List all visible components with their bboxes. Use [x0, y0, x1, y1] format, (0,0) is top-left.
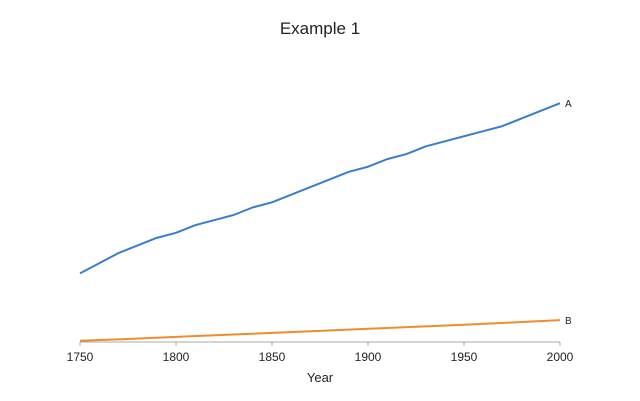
x-tick-label: 2000: [547, 350, 574, 364]
series-end-label-a: A: [565, 99, 572, 110]
series-end-label-b: B: [565, 316, 572, 327]
x-tick-label: 1800: [163, 350, 190, 364]
x-tick-label: 1750: [67, 350, 94, 364]
x-tick-label: 1900: [355, 350, 382, 364]
series-line-b: [79, 319, 561, 342]
x-axis-ticks: 1750 1800 1850 1900 1950 2000: [67, 342, 574, 364]
x-axis-label: Year: [307, 370, 334, 385]
series-lines: AB: [79, 99, 572, 342]
series-line-a: [79, 102, 561, 275]
x-tick-label: 1950: [451, 350, 478, 364]
x-tick-label: 1850: [259, 350, 286, 364]
chart-title: Example 1: [280, 19, 360, 38]
